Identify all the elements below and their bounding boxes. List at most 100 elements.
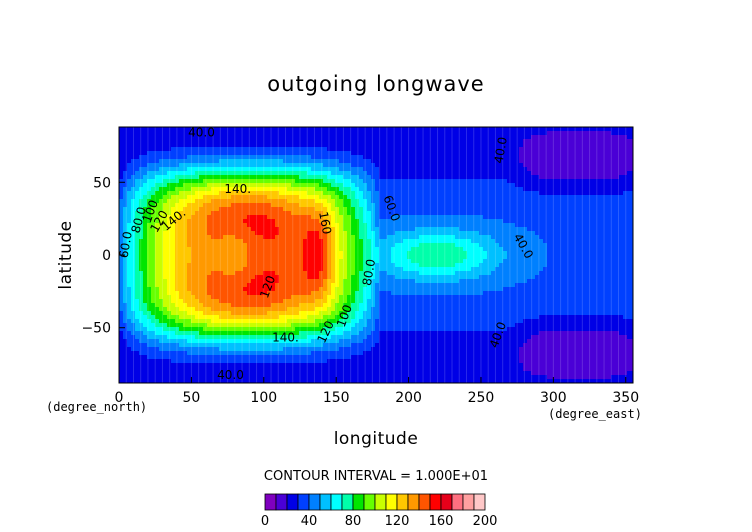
contour-cell [411,279,416,284]
contour-cell [507,159,512,164]
contour-cell [459,151,464,156]
contour-cell [155,131,160,136]
contour-cell [215,127,220,132]
contour-cell [567,247,572,252]
contour-cell [603,263,608,268]
contour-cell [567,231,572,236]
contour-cell [555,251,560,256]
contour-cell [327,183,332,188]
contour-cell [343,259,348,264]
contour-cell [143,223,148,228]
contour-cell [551,227,556,232]
contour-cell [147,259,152,264]
contour-cell [471,235,476,240]
contour-cell [535,135,540,140]
contour-cell [591,151,596,156]
contour-cell [279,263,284,268]
contour-cell [191,199,196,204]
contour-cell [351,155,356,160]
contour-cell [563,191,568,196]
contour-cell [215,247,220,252]
contour-cell [151,239,156,244]
contour-cell [559,191,564,196]
contour-cell [539,199,544,204]
contour-cell [415,223,420,228]
contour-cell [391,255,396,260]
contour-cell [327,171,332,176]
contour-cell [499,231,504,236]
contour-cell [627,263,632,268]
contour-cell [631,227,633,232]
contour-cell [459,267,464,272]
contour-cell [587,207,592,212]
contour-cell [315,167,320,172]
contour-cell [355,263,360,268]
contour-cell [291,135,296,140]
contour-cell [459,239,464,244]
contour-cell [291,219,296,224]
contour-cell [147,279,152,284]
contour-cell [471,139,476,144]
contour-cell [583,215,588,220]
contour-cell [571,167,576,172]
contour-cell [295,187,300,192]
contour-cell [275,235,280,240]
contour-cell [311,235,316,240]
contour-cell [463,267,468,272]
contour-cell [255,167,260,172]
contour-cell [451,235,456,240]
contour-cell [407,159,412,164]
contour-cell [155,255,160,260]
contour-cell [307,199,312,204]
contour-cell [623,267,628,272]
contour-cell [171,239,176,244]
contour-cell [427,151,432,156]
contour-cell [159,199,164,204]
contour-cell [579,155,584,160]
contour-cell [123,191,128,196]
contour-cell [163,187,168,192]
contour-cell [303,231,308,236]
contour-cell [499,215,504,220]
contour-cell [631,251,633,256]
contour-cell [351,251,356,256]
contour-cell [119,279,124,284]
contour-cell [343,171,348,176]
contour-cell [583,243,588,248]
contour-cell [287,271,292,276]
contour-cell [163,135,168,140]
contour-cell [227,127,232,132]
contour-cell [259,195,264,200]
contour-cell [263,203,268,208]
contour-cell [383,235,388,240]
contour-cell [379,203,384,208]
contour-cell [495,207,500,212]
contour-cell [199,135,204,140]
contour-cell [235,159,240,164]
contour-cell [123,203,128,208]
contour-cell [387,275,392,280]
contour-cell [603,243,608,248]
contour-cell [119,263,124,268]
contour-cell [543,271,548,276]
contour-cell [143,179,148,184]
contour-cell [379,231,384,236]
contour-cell [239,279,244,284]
contour-cell [411,215,416,220]
contour-cell [479,247,484,252]
contour-cell [435,239,440,244]
contour-cell [567,199,572,204]
contour-cell [511,191,516,196]
contour-cell [323,207,328,212]
contour-cell [259,255,264,260]
contour-cell [263,163,268,168]
contour-cell [303,215,308,220]
contour-cell [191,267,196,272]
contour-cell [267,263,272,268]
contour-cell [419,155,424,160]
contour-cell [231,279,236,284]
contour-cell [367,235,372,240]
contour-cell [551,195,556,200]
contour-cell [167,259,172,264]
contour-cell [615,199,620,204]
